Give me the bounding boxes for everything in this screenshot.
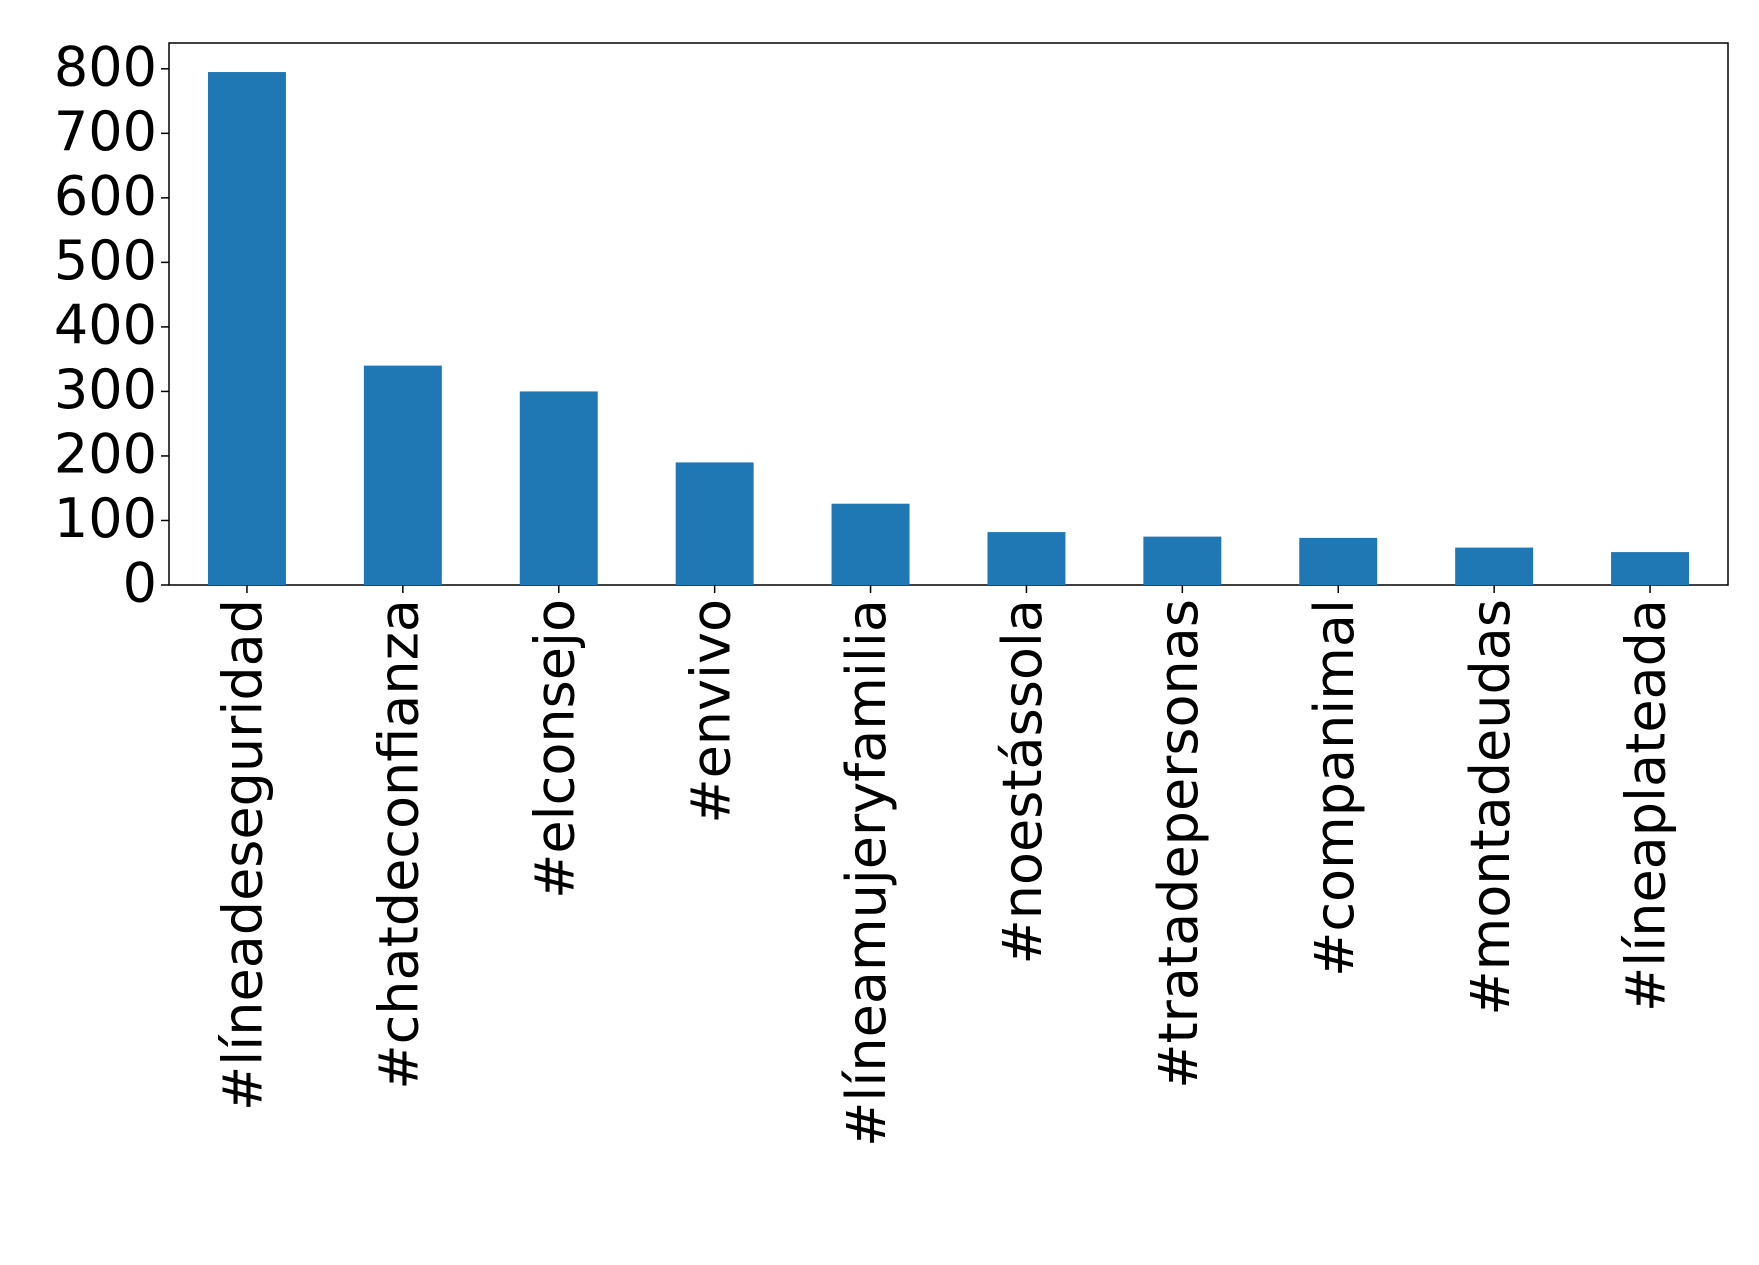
- x-tick-label: #companimal: [1303, 599, 1366, 977]
- x-tick-label: #noestássola: [991, 599, 1054, 965]
- bar: [519, 391, 598, 585]
- y-tick-label: 500: [54, 229, 157, 292]
- y-tick-label: 800: [54, 35, 157, 98]
- bar: [675, 462, 754, 585]
- x-tick-label: #elconsejo: [523, 599, 586, 899]
- bar: [831, 503, 910, 585]
- x-tick-label: #líneamujeryfamilia: [835, 599, 898, 1147]
- x-tick-label: #tratadepersonas: [1147, 599, 1210, 1089]
- bar: [1611, 552, 1690, 585]
- bar: [207, 72, 286, 586]
- y-tick-label: 0: [123, 552, 157, 615]
- y-tick-label: 400: [54, 294, 157, 357]
- bar: [363, 365, 442, 585]
- bar: [1299, 537, 1378, 585]
- y-tick-label: 200: [54, 423, 157, 486]
- x-tick-label: #líneaplateada: [1615, 599, 1678, 1012]
- plot-frame: [168, 42, 1729, 586]
- bar: [987, 532, 1066, 585]
- x-tick-label: #líneadeseguridad: [212, 599, 275, 1111]
- x-tick-label: #chatdeconfianza: [367, 599, 430, 1090]
- x-tick-label: #envivo: [679, 599, 742, 824]
- x-tick-label: #montadeudas: [1459, 599, 1522, 1016]
- bar: [1455, 547, 1534, 585]
- y-tick-label: 300: [54, 358, 157, 421]
- y-tick-label: 100: [54, 487, 157, 550]
- y-tick-label: 700: [54, 100, 157, 163]
- bar: [1143, 536, 1222, 585]
- y-tick-label: 600: [54, 164, 157, 227]
